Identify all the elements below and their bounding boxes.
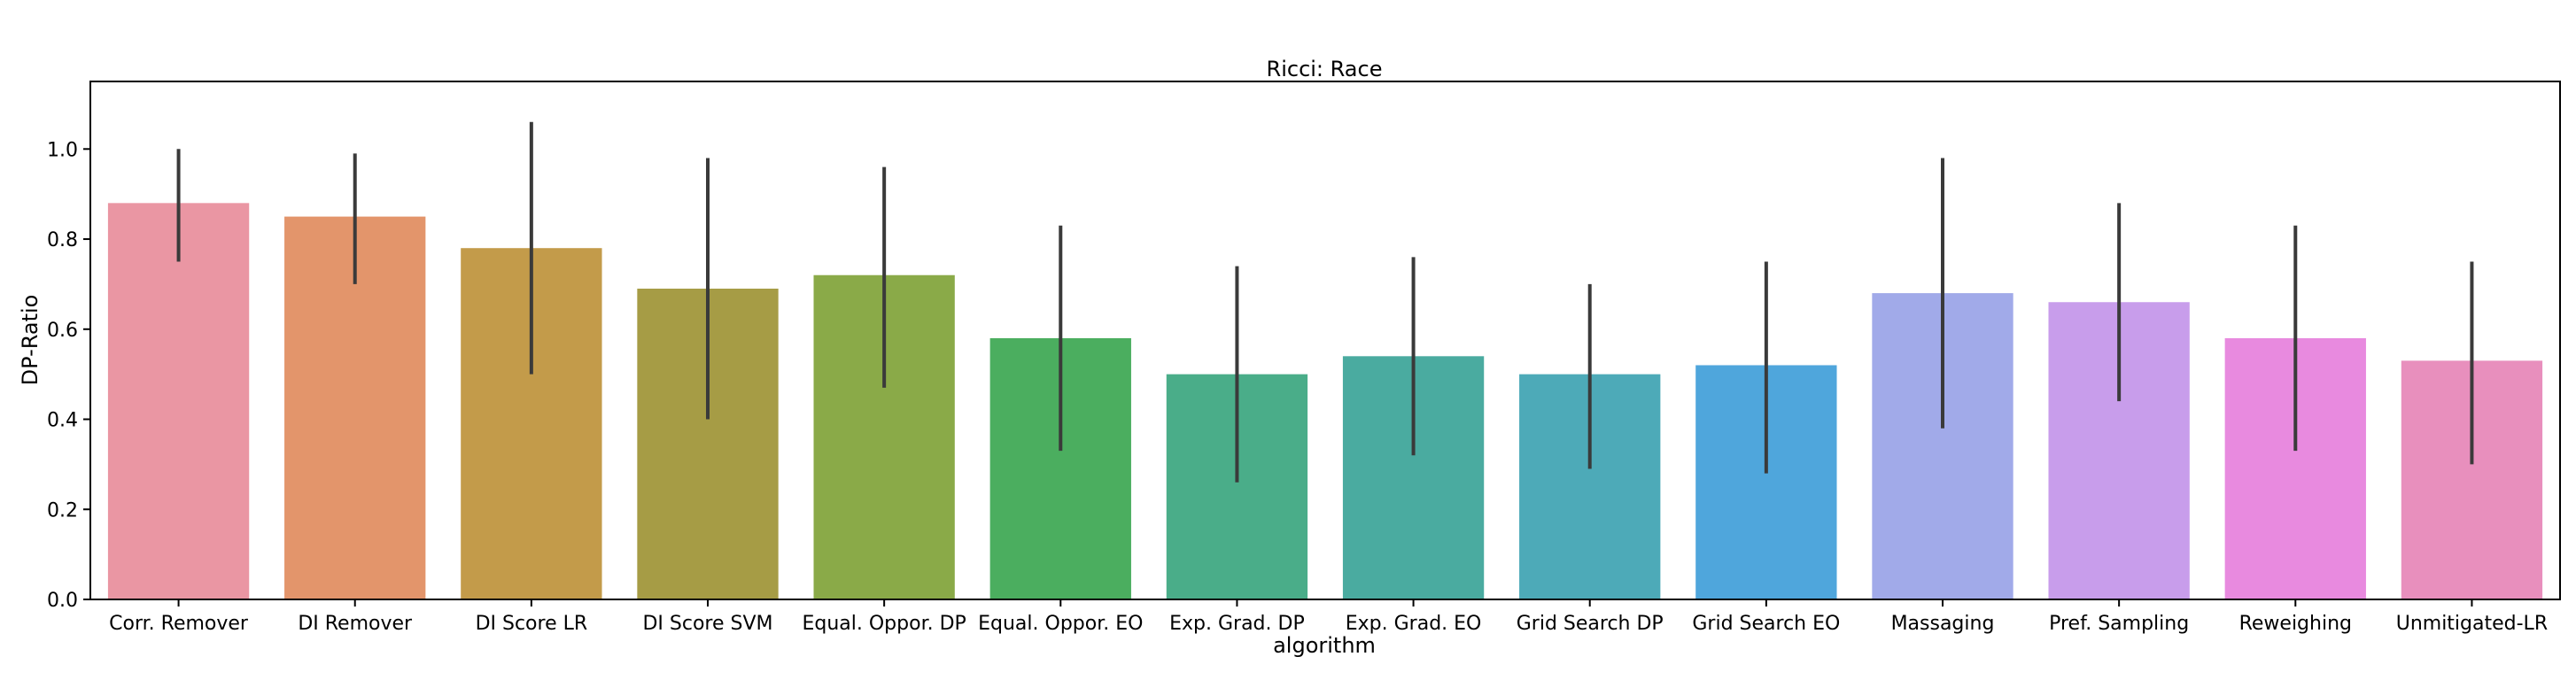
x-axis: Corr. Remover DI Remover DI Score LR DI Sco…	[109, 599, 2548, 635]
x-tick-label: DI Score SVM	[642, 613, 772, 635]
bars-layer	[107, 203, 2543, 599]
x-tick-label: Reweighing	[2239, 613, 2352, 635]
y-tick-label: 0.4	[47, 410, 78, 432]
y-tick-label: 0.0	[47, 590, 78, 612]
x-tick-label: DI Remover	[298, 613, 413, 635]
chart-title: Ricci: Race	[1267, 57, 1383, 81]
y-axis-label: DP-Ratio	[18, 295, 43, 386]
x-tick-label: Massaging	[1891, 613, 1995, 635]
x-tick-label: Equal. Oppor. DP	[802, 613, 966, 635]
y-tick-label: 0.6	[47, 320, 78, 342]
x-tick-label: Equal. Oppor. EO	[978, 613, 1143, 635]
plot-frame	[89, 81, 2561, 600]
x-tick-label: Grid Search DP	[1517, 613, 1664, 635]
y-tick-label: 1.0	[47, 139, 78, 161]
x-tick-label: Exp. Grad. DP	[1169, 613, 1305, 635]
y-tick-label: 0.8	[47, 229, 78, 251]
x-tick-label: Unmitigated-LR	[2396, 613, 2548, 635]
x-tick-label: Pref. Sampling	[2049, 613, 2189, 635]
y-axis: 0.0 0.2 0.4 0.6 0.8 1.0	[47, 139, 90, 612]
x-tick-label: Exp. Grad. EO	[1346, 613, 1482, 635]
y-tick-label: 0.2	[47, 499, 78, 522]
x-tick-label: Corr. Remover	[109, 613, 249, 635]
error-bars-layer	[176, 121, 2474, 483]
bar	[107, 203, 250, 599]
x-axis-label: algorithm	[1273, 633, 1376, 658]
x-tick-label: DI Score LR	[476, 613, 588, 635]
x-tick-label: Grid Search EO	[1692, 613, 1840, 635]
